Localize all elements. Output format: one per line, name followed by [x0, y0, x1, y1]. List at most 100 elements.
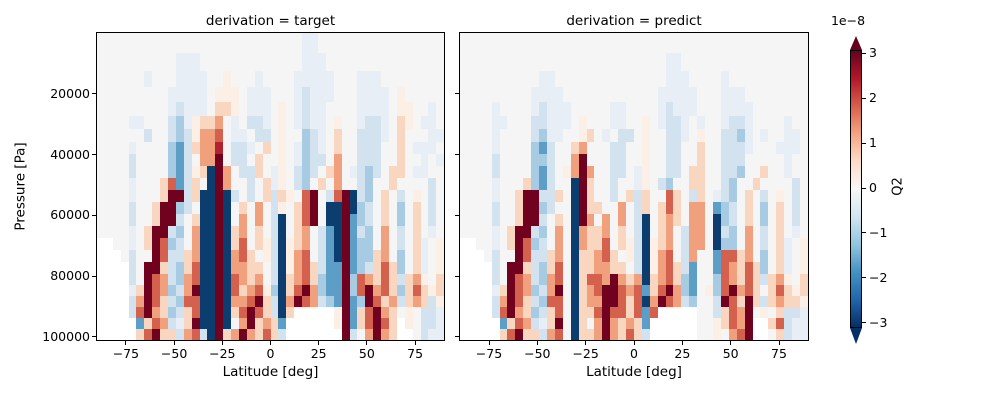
heatmap-cell [246, 226, 255, 238]
heatmap-cell [191, 202, 200, 214]
heatmap-cell [215, 318, 224, 329]
x-tick-mark [536, 341, 538, 345]
heatmap-cell [784, 53, 793, 71]
heatmap-cell [412, 53, 421, 71]
heatmap-cell [744, 214, 753, 226]
heatmap-cell [215, 250, 224, 262]
heatmap-cell [112, 318, 121, 329]
heatmap-cell [278, 274, 287, 285]
heatmap-cell [294, 274, 303, 285]
heatmap-cell [128, 329, 137, 340]
heatmap-cell [128, 154, 137, 166]
heatmap-cell [610, 178, 619, 190]
heatmap-cell [349, 250, 358, 262]
heatmap-cell [246, 178, 255, 190]
heatmap-cell [160, 318, 169, 329]
heatmap-cell [436, 238, 444, 250]
heatmap-cell [373, 142, 382, 154]
heatmap-cell [665, 329, 674, 340]
heatmap-cell [357, 154, 366, 166]
heatmap-cell [475, 329, 484, 340]
heatmap-cell [649, 329, 658, 340]
heatmap-cell [760, 33, 769, 53]
heatmap-cell [254, 154, 263, 166]
heatmap-cell [183, 274, 192, 285]
heatmap-cell [681, 202, 690, 214]
heatmap-cell [705, 178, 713, 190]
heatmap-cell [491, 166, 500, 178]
heatmap-cell [239, 238, 247, 250]
heatmap-cell [586, 178, 595, 190]
heatmap-cell [467, 214, 476, 226]
heatmap-cell [554, 154, 563, 166]
heatmap-cell [160, 296, 169, 307]
heatmap-cell [752, 129, 761, 142]
heatmap-cell [104, 154, 113, 166]
y-tick-mark [92, 336, 96, 338]
heatmap-cell [365, 178, 374, 190]
heatmap-cell [278, 285, 287, 296]
heatmap-cell [278, 190, 287, 202]
heatmap-cell [310, 307, 318, 318]
heatmap-cell [294, 250, 303, 262]
heatmap-cell [641, 154, 650, 166]
heatmap-cell [657, 166, 666, 178]
heatmap-cell [412, 190, 421, 202]
heatmap-cell [388, 87, 397, 102]
heatmap-cell [539, 87, 547, 102]
heatmap-cell [104, 226, 113, 238]
heatmap-cell [649, 129, 658, 142]
heatmap-cell [254, 250, 263, 262]
heatmap-cell [689, 129, 698, 142]
heatmap-cell [333, 116, 342, 129]
heatmap-cell [325, 33, 334, 53]
heatmap-cell [483, 262, 492, 274]
heatmap-cell [641, 166, 650, 178]
heatmap-cell [736, 238, 745, 250]
heatmap-cell [404, 33, 413, 53]
heatmap-cell [365, 53, 374, 71]
heatmap-cell [689, 307, 698, 318]
heatmap-cell [231, 116, 240, 129]
heatmap-cell [586, 262, 595, 274]
heatmap-cell [657, 307, 666, 318]
heatmap-cell [412, 202, 421, 214]
heatmap-cell [562, 129, 571, 142]
x-tick-mark [633, 341, 635, 345]
heatmap-cell [144, 307, 153, 318]
heatmap-cell [333, 238, 342, 250]
heatmap-cell [562, 296, 571, 307]
heatmap-cell [136, 202, 145, 214]
heatmap-cell [144, 71, 153, 87]
heatmap-cell [104, 329, 113, 340]
heatmap-cell [341, 53, 350, 71]
colorbar-tick-mark [862, 277, 866, 279]
heatmap-cell [776, 154, 785, 166]
heatmap-cell [120, 202, 129, 214]
heatmap-cell [768, 142, 777, 154]
heatmap-cell [207, 33, 216, 53]
heatmap-cell [396, 250, 405, 262]
heatmap-cell [760, 190, 769, 202]
heatmap-cell [744, 250, 753, 262]
heatmap-cell [483, 250, 492, 262]
heatmap-cell [436, 285, 444, 296]
heatmap-cell [475, 202, 484, 214]
heatmap-cell [144, 214, 153, 226]
heatmap-cell [792, 178, 800, 190]
heatmap-cell [539, 154, 547, 166]
heatmap-cell [792, 142, 800, 154]
heatmap-cell [475, 87, 484, 102]
heatmap-cell [412, 307, 421, 318]
heatmap-cell [120, 129, 129, 142]
heatmap-cell [388, 129, 397, 142]
heatmap-cell [618, 154, 627, 166]
heatmap-cell [215, 53, 224, 71]
heatmap-cell [270, 296, 279, 307]
heatmap-cell [262, 307, 271, 318]
heatmap-cell [681, 274, 690, 285]
heatmap-cell [152, 116, 161, 129]
heatmap-cell [641, 250, 650, 262]
heatmap-cell [562, 33, 571, 53]
heatmap-cell [578, 202, 587, 214]
